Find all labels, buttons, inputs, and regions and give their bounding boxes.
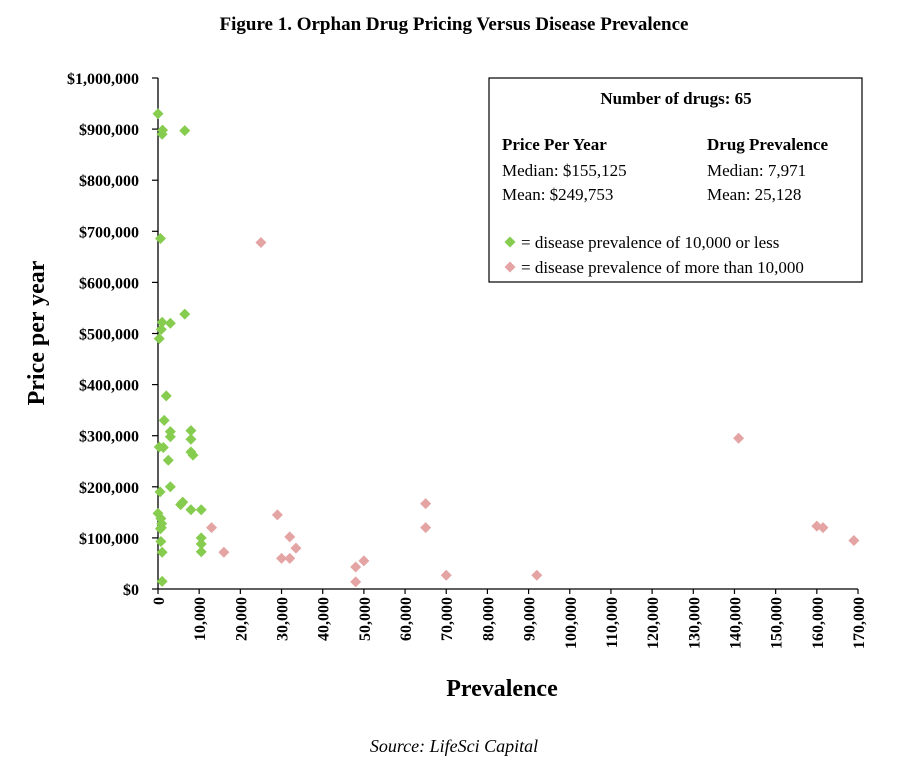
data-point-high-prevalence (206, 522, 218, 534)
data-point-low-prevalence (164, 317, 176, 329)
data-point-high-prevalence (358, 555, 370, 567)
y-axis-title: Price per year (24, 260, 50, 405)
legend-marker-pink (504, 261, 516, 273)
x-tick-label: 20,000 (233, 597, 250, 641)
x-tick-label: 110,000 (604, 597, 621, 648)
prevalence-mean: Mean: 25,128 (707, 185, 801, 204)
prevalence-median: Median: 7,971 (707, 161, 806, 180)
chart-title: Figure 1. Orphan Drug Pricing Versus Dis… (220, 14, 689, 35)
data-point-low-prevalence (154, 232, 166, 244)
source-note: Source: LifeSci Capital (370, 736, 538, 756)
drug-count-heading: Number of drugs: 65 (600, 89, 751, 108)
data-point-low-prevalence (155, 535, 167, 547)
data-point-high-prevalence (271, 509, 283, 521)
x-tick-label: 30,000 (275, 597, 292, 641)
data-point-low-prevalence (156, 546, 168, 558)
y-tick-label: $700,000 (79, 224, 139, 241)
data-point-high-prevalence (817, 522, 829, 534)
data-point-low-prevalence (164, 481, 176, 493)
data-point-high-prevalence (350, 561, 362, 573)
data-point-low-prevalence (185, 425, 197, 437)
x-axis-ticks: 0 10,000 20,000 30,000 40,000 50,000 60,000 70,… (151, 589, 868, 649)
y-tick-label: $0 (123, 582, 139, 599)
prevalence-column-title: Drug Prevalence (707, 135, 828, 154)
y-tick-label: $600,000 (79, 275, 139, 292)
data-point-high-prevalence (350, 576, 362, 588)
data-point-high-prevalence (218, 546, 230, 558)
x-tick-label: 140,000 (727, 597, 744, 649)
data-point-low-prevalence (157, 124, 169, 136)
data-point-high-prevalence (848, 534, 860, 546)
y-axis-ticks: $0 $100,000 $200,000 $300,000 $400,000 $500,0… (67, 71, 158, 599)
legend-label-pink: = disease prevalence of more than 10,000 (521, 258, 804, 277)
data-point-low-prevalence (185, 504, 197, 516)
price-median: Median: $155,125 (502, 161, 627, 180)
y-tick-label: $500,000 (79, 327, 139, 344)
x-tick-label: 60,000 (398, 597, 415, 641)
data-point-low-prevalence (195, 546, 207, 558)
y-tick-label: $1,000,000 (67, 71, 139, 88)
data-point-low-prevalence (156, 575, 168, 587)
x-tick-label: 80,000 (480, 597, 497, 641)
data-point-low-prevalence (187, 449, 199, 461)
data-point-high-prevalence (531, 569, 543, 581)
data-point-low-prevalence (195, 538, 207, 550)
price-column-title: Price Per Year (502, 135, 607, 154)
x-tick-label: 10,000 (192, 597, 209, 641)
x-tick-label: 50,000 (357, 597, 374, 641)
data-point-low-prevalence (152, 108, 164, 120)
y-tick-label: $800,000 (79, 173, 139, 190)
x-tick-label: 90,000 (522, 597, 539, 641)
data-point-low-prevalence (160, 390, 172, 402)
data-point-low-prevalence (155, 323, 167, 335)
price-mean: Mean: $249,753 (502, 185, 613, 204)
data-point-low-prevalence (179, 308, 191, 320)
data-point-low-prevalence (157, 441, 169, 453)
data-point-high-prevalence (290, 542, 302, 554)
x-tick-label: 120,000 (645, 597, 662, 649)
y-tick-label: $300,000 (79, 429, 139, 446)
data-point-high-prevalence (420, 498, 432, 510)
x-tick-label: 70,000 (439, 597, 456, 641)
x-tick-label: 170,000 (851, 597, 868, 649)
x-tick-label: 40,000 (316, 597, 333, 641)
data-point-low-prevalence (154, 523, 166, 535)
data-point-low-prevalence (185, 433, 197, 445)
y-tick-label: $400,000 (79, 378, 139, 395)
x-tick-label: 160,000 (810, 597, 827, 649)
x-tick-label: 130,000 (686, 597, 703, 649)
data-point-low-prevalence (179, 125, 191, 137)
legend-label-green: = disease prevalence of 10,000 or less (521, 233, 779, 252)
x-tick-label: 0 (151, 597, 168, 605)
y-tick-label: $900,000 (79, 122, 139, 139)
data-point-low-prevalence (158, 414, 170, 426)
data-point-low-prevalence (164, 431, 176, 443)
data-point-low-prevalence (154, 486, 166, 498)
data-point-low-prevalence (175, 499, 187, 511)
y-tick-label: $200,000 (79, 480, 139, 497)
data-point-high-prevalence (420, 522, 432, 534)
x-tick-label: 150,000 (769, 597, 786, 649)
y-tick-label: $100,000 (79, 531, 139, 548)
x-axis-title: Prevalence (446, 676, 558, 702)
data-point-high-prevalence (284, 552, 296, 564)
data-point-high-prevalence (733, 432, 745, 444)
legend-frame (488, 77, 863, 283)
data-point-high-prevalence (276, 552, 288, 564)
data-point-high-prevalence (255, 237, 267, 249)
data-point-low-prevalence (153, 333, 165, 345)
data-point-low-prevalence (156, 316, 168, 328)
legend-box: Number of drugs: 65 Price Per Year Media… (488, 77, 863, 283)
data-point-low-prevalence (195, 532, 207, 544)
data-points (152, 108, 860, 588)
x-tick-label: 100,000 (563, 597, 580, 649)
legend-marker-green (504, 236, 516, 248)
data-point-high-prevalence (440, 569, 452, 581)
data-point-low-prevalence (162, 454, 174, 466)
data-point-high-prevalence (284, 531, 296, 543)
data-point-low-prevalence (195, 504, 207, 516)
